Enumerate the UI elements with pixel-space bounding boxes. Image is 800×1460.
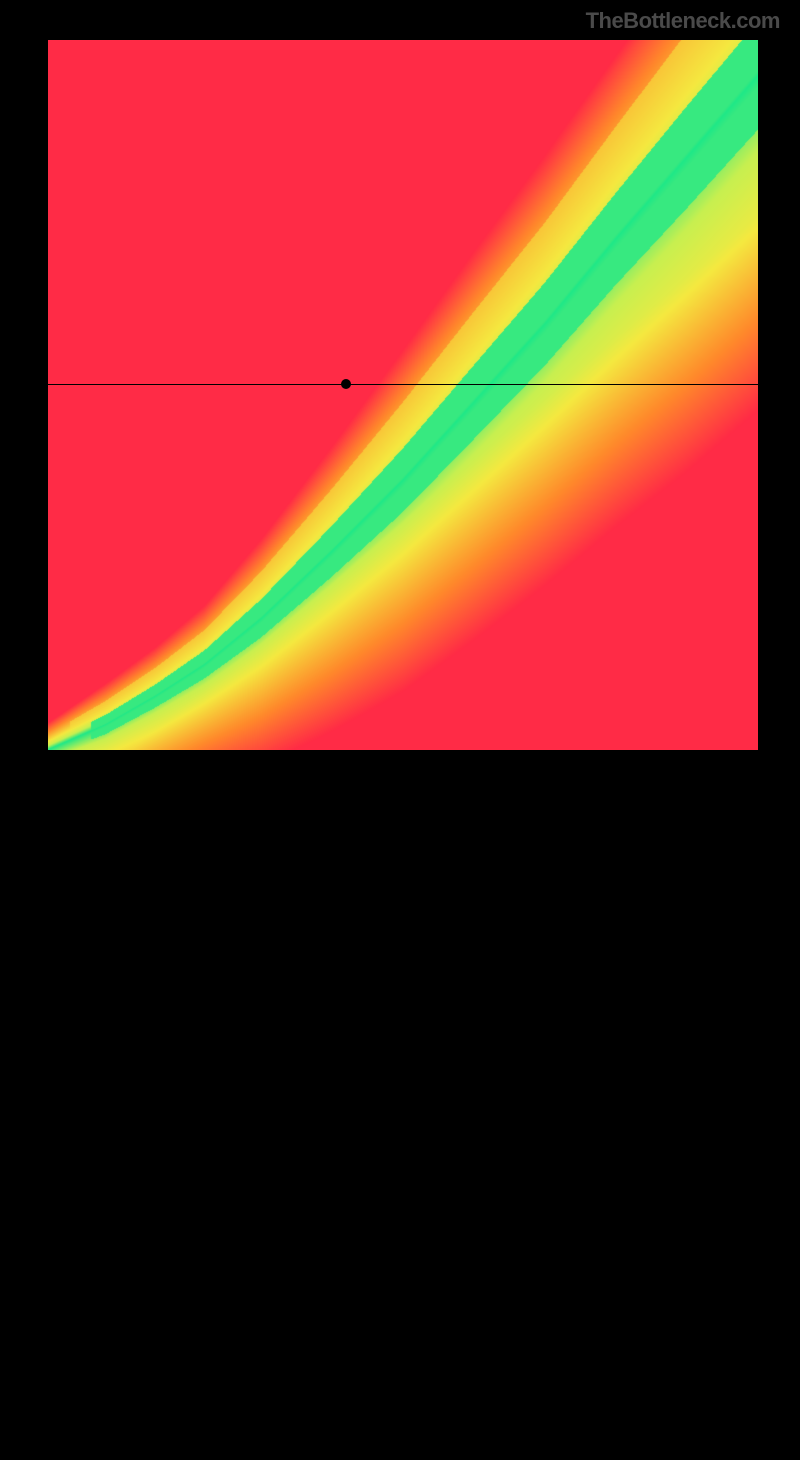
heatmap-plot — [48, 40, 758, 750]
crosshair-vertical — [346, 750, 347, 1460]
heatmap-canvas — [48, 40, 758, 750]
watermark-text: TheBottleneck.com — [586, 8, 780, 34]
